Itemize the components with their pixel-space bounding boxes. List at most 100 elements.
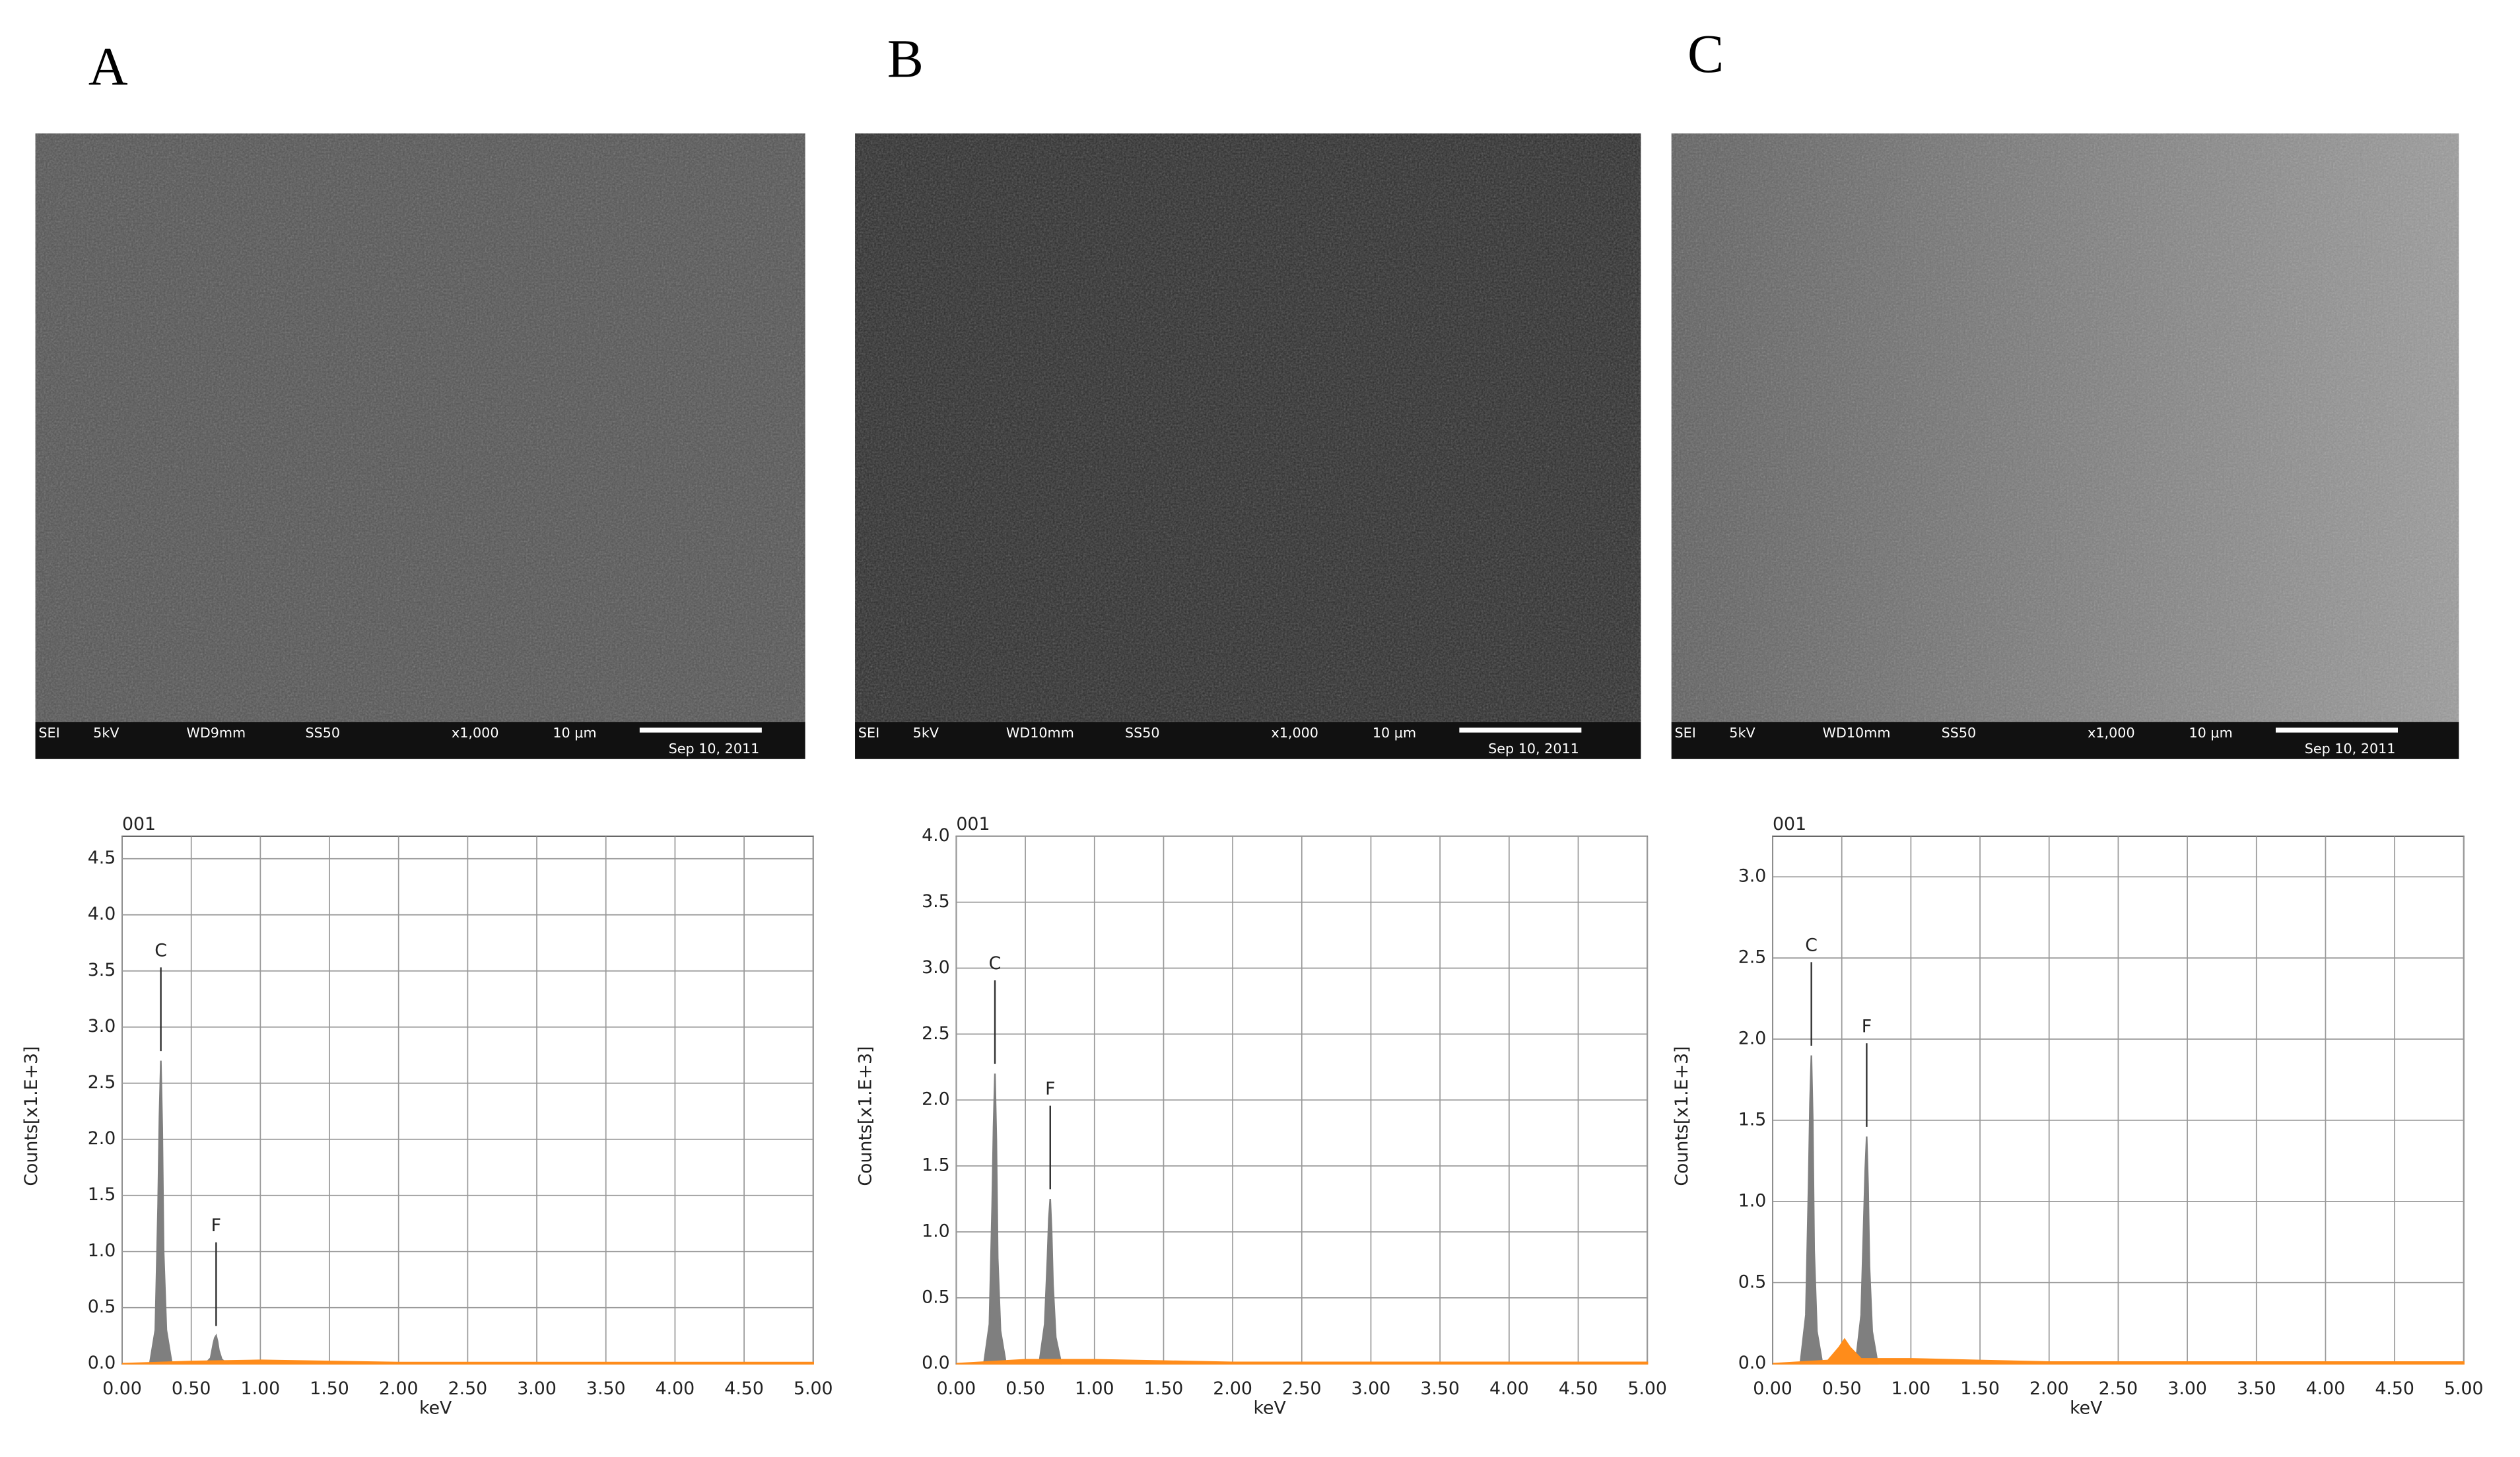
x-tick-label: 0.50: [1822, 1378, 1862, 1399]
info-text: 10 μm: [553, 725, 596, 741]
chart-title: 001: [956, 814, 990, 834]
x-tick-label: 4.00: [1489, 1378, 1529, 1399]
x-tick-label: 3.50: [1420, 1378, 1460, 1399]
y-tick-label: 3.5: [88, 960, 116, 980]
info-text: 5kV: [913, 725, 939, 741]
info-text: Sep 10, 2011: [2305, 741, 2396, 757]
info-text: Sep 10, 2011: [669, 741, 760, 757]
y-tick-label: 0.0: [88, 1353, 116, 1373]
info-text: WD10mm: [1823, 725, 1891, 741]
peak-label: F: [1045, 1079, 1055, 1099]
x-axis-label: keV: [419, 1398, 452, 1418]
y-tick-label: 0.5: [1738, 1271, 1767, 1292]
x-tick-label: 5.00: [1627, 1378, 1667, 1399]
x-tick-label: 3.00: [2167, 1378, 2207, 1399]
panel-label: A: [88, 36, 128, 97]
info-text: SEI: [858, 725, 879, 741]
x-tick-label: 1.00: [241, 1378, 281, 1399]
x-tick-label: 1.50: [1960, 1378, 2000, 1399]
x-tick-label: 1.00: [1075, 1378, 1114, 1399]
y-tick-label: 1.0: [88, 1240, 116, 1261]
info-text: 10 μm: [2189, 725, 2233, 741]
y-tick-label: 3.0: [1738, 866, 1767, 887]
info-text: SS50: [306, 725, 341, 741]
panel-label: C: [1687, 23, 1724, 84]
x-tick-label: 4.50: [2375, 1378, 2414, 1399]
peak-label: F: [211, 1215, 221, 1236]
x-tick-label: 2.50: [448, 1378, 488, 1399]
x-tick-label: 5.00: [2444, 1378, 2484, 1399]
y-tick-label: 3.5: [922, 891, 950, 912]
info-text: SEI: [38, 725, 59, 741]
x-tick-label: 4.50: [724, 1378, 764, 1399]
y-tick-label: 0.5: [88, 1297, 116, 1317]
x-tick-label: 0.00: [1753, 1378, 1792, 1399]
peak-label: F: [1862, 1016, 1872, 1036]
x-tick-label: 1.00: [1891, 1378, 1931, 1399]
y-tick-label: 2.0: [88, 1128, 116, 1149]
y-tick-label: 4.0: [88, 904, 116, 924]
y-tick-label: 2.0: [1738, 1029, 1767, 1049]
x-tick-label: 1.50: [1144, 1378, 1184, 1399]
x-tick-label: 2.00: [1213, 1378, 1252, 1399]
y-tick-label: 2.5: [1738, 947, 1767, 968]
y-tick-label: 1.5: [88, 1184, 116, 1205]
x-tick-label: 3.00: [1351, 1378, 1391, 1399]
chart-title: 001: [1773, 814, 1806, 834]
x-tick-label: 3.00: [517, 1378, 557, 1399]
y-tick-label: 4.0: [922, 825, 950, 846]
y-tick-label: 1.0: [922, 1221, 950, 1241]
y-tick-label: 2.0: [922, 1089, 950, 1110]
info-text: Sep 10, 2011: [1488, 741, 1579, 757]
x-tick-label: 1.50: [310, 1378, 349, 1399]
y-tick-label: 1.5: [1738, 1109, 1767, 1130]
info-text: SEI: [1675, 725, 1696, 741]
info-text: WD10mm: [1006, 725, 1074, 741]
peak-label: C: [1805, 935, 1818, 955]
info-text: 5kV: [93, 725, 119, 741]
x-tick-label: 0.00: [102, 1378, 142, 1399]
y-tick-label: 2.5: [922, 1023, 950, 1044]
x-tick-label: 0.50: [172, 1378, 211, 1399]
info-text: WD9mm: [186, 725, 246, 741]
spectrum: [956, 1359, 1649, 1365]
x-axis-label: keV: [1253, 1398, 1286, 1418]
panel-label: B: [887, 28, 924, 88]
chart-title: 001: [122, 814, 156, 834]
info-text: x1,000: [2088, 725, 2134, 741]
y-tick-label: 2.5: [88, 1072, 116, 1093]
spectrum: [121, 1359, 814, 1365]
peak-label: C: [154, 941, 167, 961]
info-text: 5kV: [1729, 725, 1755, 741]
y-tick-label: 0.0: [922, 1353, 950, 1373]
x-tick-label: 2.50: [1282, 1378, 1322, 1399]
sem-texture: [1671, 133, 2459, 722]
info-text: x1,000: [452, 725, 498, 741]
info-text: x1,000: [1272, 725, 1318, 741]
x-tick-label: 2.00: [2029, 1378, 2069, 1399]
x-tick-label: 4.00: [656, 1378, 695, 1399]
x-tick-label: 3.50: [586, 1378, 626, 1399]
x-axis-label: keV: [2070, 1398, 2103, 1418]
info-text: SS50: [1125, 725, 1160, 741]
y-tick-label: 1.0: [1738, 1190, 1767, 1211]
y-tick-label: 0.5: [922, 1287, 950, 1307]
sem-texture: [35, 133, 805, 722]
x-tick-label: 4.00: [2306, 1378, 2346, 1399]
y-axis-label: Counts[x1.E+3]: [21, 1046, 42, 1186]
y-tick-label: 3.0: [922, 957, 950, 978]
sem-texture: [855, 133, 1641, 722]
x-tick-label: 2.50: [2099, 1378, 2138, 1399]
y-tick-label: 4.5: [88, 848, 116, 868]
info-text: 10 μm: [1373, 725, 1416, 741]
x-tick-label: 3.50: [2237, 1378, 2276, 1399]
x-tick-label: 4.50: [1559, 1378, 1598, 1399]
x-tick-label: 2.00: [379, 1378, 419, 1399]
y-axis-label: Counts[x1.E+3]: [1672, 1046, 1692, 1186]
x-tick-label: 0.50: [1005, 1378, 1045, 1399]
spectrum: [1772, 1338, 2465, 1365]
y-tick-label: 3.0: [88, 1016, 116, 1036]
y-axis-label: Counts[x1.E+3]: [856, 1046, 876, 1186]
